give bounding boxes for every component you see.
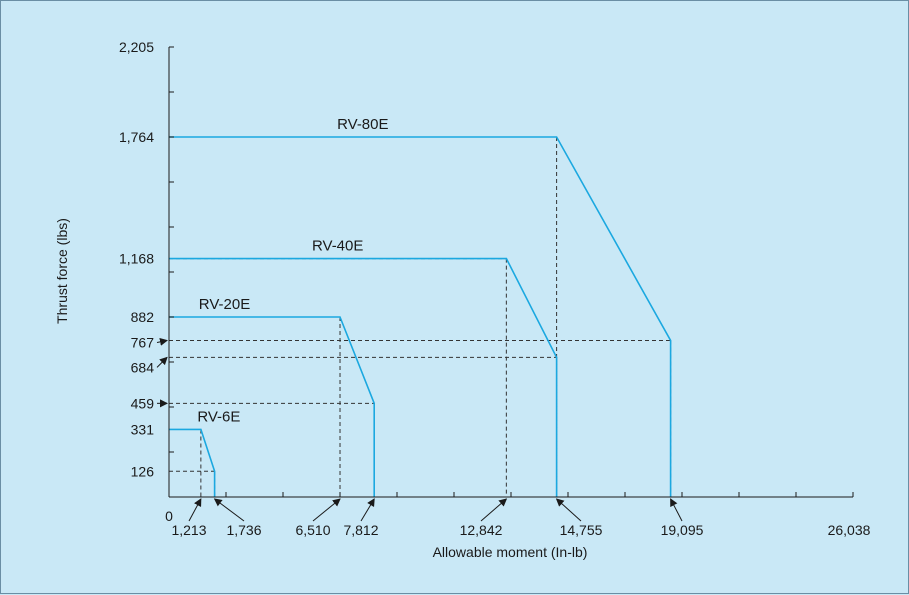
y-tick-label: 2,205 (119, 39, 154, 55)
series-line-rv-20e (169, 316, 376, 497)
series-line-rv-6e (169, 428, 216, 497)
axes (168, 46, 854, 498)
y-tick-label: 767 (131, 334, 155, 350)
x-tick-label: 19,095 (661, 522, 704, 538)
y-tick-label: 1,764 (119, 129, 154, 145)
y-tick-label: 331 (131, 421, 155, 437)
x-axis-title: Allowable moment (In-lb) (433, 544, 588, 560)
x-tick-label: 7,812 (343, 522, 378, 538)
y-axis-title: Thrust force (lbs) (54, 218, 70, 324)
x-tick-arrow (555, 498, 582, 522)
x-tick-label: 6,510 (295, 522, 330, 538)
series-line-rv-40e (169, 257, 558, 497)
x-zero-label: 0 (165, 508, 173, 524)
y-tick-arrow (156, 356, 168, 368)
x-tick-arrow (480, 498, 508, 522)
y-tick-label: 882 (131, 309, 155, 325)
y-tick-label: 126 (131, 463, 155, 479)
series-label-rv-20e: RV-20E (199, 296, 250, 313)
x-tick-label: 1,736 (226, 522, 261, 538)
series-label-rv-6e: RV-6E (197, 408, 240, 425)
y-tick-label: 684 (131, 359, 155, 375)
x-tick-arrow (670, 498, 683, 522)
x-tick-label: 12,842 (460, 522, 503, 538)
x-tick-label: 14,755 (560, 522, 603, 538)
series-label-rv-40e: RV-40E (312, 238, 363, 255)
series-line-rv-80e (169, 136, 672, 497)
y-tick-label: 1,168 (119, 251, 154, 267)
y-tick-label: 459 (131, 395, 155, 411)
x-tick-arrow (312, 498, 341, 522)
y-tick-arrow (156, 337, 168, 346)
labels: RV-6E RV-20E RV-40E RV-80E 126 331 459 684 767 88… (119, 39, 871, 538)
x-tick-label: 1,213 (171, 522, 206, 538)
x-tick-arrow (213, 498, 245, 522)
x-tick-arrow (360, 498, 375, 522)
x-tick-arrow (188, 498, 202, 522)
series-label-rv-80e: RV-80E (337, 116, 388, 133)
x-tick-label: 26,038 (828, 522, 871, 538)
series-lines (169, 136, 672, 497)
